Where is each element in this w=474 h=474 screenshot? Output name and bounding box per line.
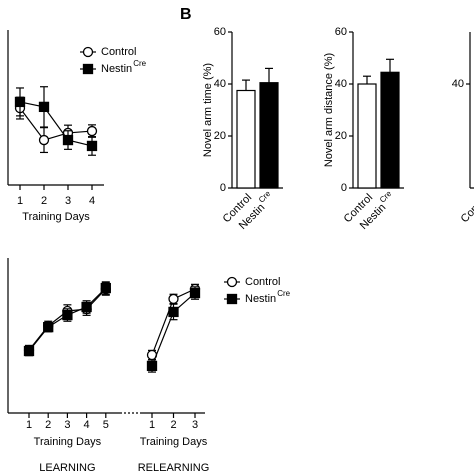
marker: [62, 134, 74, 146]
y-tick-label: 60: [214, 26, 226, 38]
bar: [380, 71, 400, 189]
legend-marker: [226, 293, 238, 305]
x-axis-label: Training Days: [22, 211, 90, 223]
category-label: Control: [459, 192, 474, 226]
x-axis-label: Training Days: [34, 436, 102, 448]
x-tick-label: 2: [41, 195, 47, 207]
legend-marker: [82, 46, 94, 58]
x-axis-label: Training Days: [140, 436, 208, 448]
x-tick-label: 5: [103, 419, 109, 431]
bar: [259, 82, 279, 189]
legend-label-superscript: Cre: [133, 59, 146, 68]
legend-label: Nestin: [101, 63, 132, 75]
y-tick-label: 40: [335, 78, 347, 90]
marker: [86, 125, 98, 137]
x-tick-label: 4: [84, 419, 90, 431]
y-tick-label: 40: [214, 78, 226, 90]
y-tick-label: 40: [452, 78, 464, 90]
legend-label: Control: [101, 46, 136, 58]
phase-label: LEARNING: [39, 462, 95, 474]
x-tick-label: 1: [26, 419, 32, 431]
panel-label: B: [180, 6, 192, 23]
marker: [81, 301, 92, 313]
legend-marker: [82, 63, 94, 75]
marker: [43, 321, 54, 333]
y-tick-label: 20: [335, 130, 347, 142]
y-tick-label: 20: [214, 130, 226, 142]
legend-marker: [226, 276, 238, 288]
y-axis-label: Novel arm time (%): [202, 63, 214, 157]
x-tick-label: 3: [192, 419, 198, 431]
x-tick-label: 2: [45, 419, 51, 431]
y-tick-label: 0: [341, 182, 347, 194]
marker: [189, 287, 201, 299]
marker: [38, 101, 50, 113]
marker: [86, 140, 98, 152]
bar: [357, 83, 377, 189]
bar: [236, 89, 256, 189]
y-tick-label: 0: [220, 182, 226, 194]
marker: [14, 96, 26, 108]
x-tick-label: 3: [65, 195, 71, 207]
marker: [100, 282, 111, 294]
x-tick-label: 1: [149, 419, 155, 431]
series-line: [19, 107, 93, 141]
marker: [23, 345, 35, 357]
phase-label: RELEARNING: [138, 462, 210, 474]
legend-label-superscript: Cre: [277, 289, 290, 298]
marker: [62, 309, 73, 321]
category-label-text: Control: [459, 192, 474, 226]
marker: [168, 306, 179, 318]
marker: [146, 360, 158, 372]
x-tick-label: 1: [17, 195, 23, 207]
marker: [168, 293, 179, 305]
marker: [38, 134, 50, 146]
x-tick-label: 2: [170, 419, 176, 431]
x-tick-label: 4: [89, 195, 95, 207]
legend-label: Nestin: [245, 293, 276, 305]
series-line: [19, 101, 93, 147]
y-tick-label: 60: [335, 26, 347, 38]
y-axis-label: Novel arm distance (%): [323, 53, 335, 167]
x-tick-label: 3: [64, 419, 70, 431]
legend-label: Control: [245, 276, 280, 288]
